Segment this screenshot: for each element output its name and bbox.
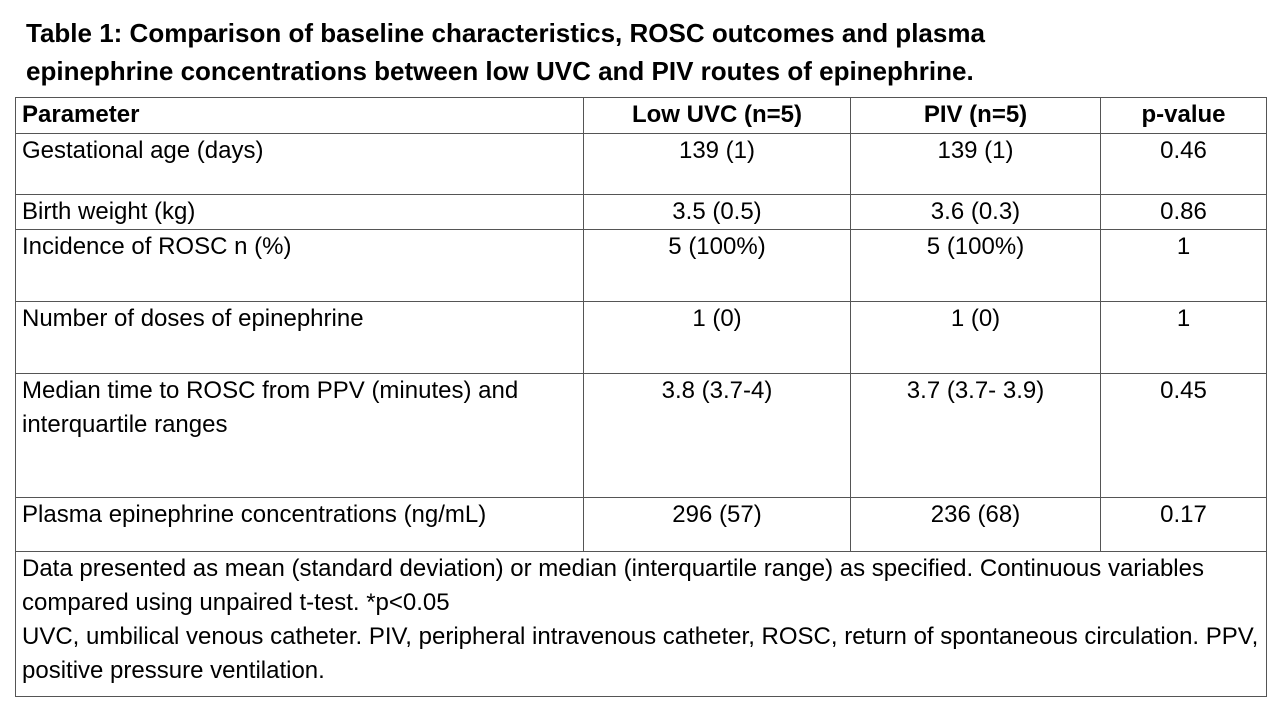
cell-p-value: 1 bbox=[1100, 301, 1267, 374]
table-title-line-2: epinephrine concentrations between low U… bbox=[26, 56, 974, 86]
table-row: Number of doses of epinephrine 1 (0) 1 (… bbox=[15, 301, 1267, 374]
cell-parameter: Birth weight (kg) bbox=[15, 194, 584, 230]
cell-piv: 5 (100%) bbox=[850, 229, 1101, 302]
header-parameter: Parameter bbox=[15, 97, 584, 134]
cell-parameter: Gestational age (days) bbox=[15, 133, 584, 195]
comparison-table: Parameter Low UVC (n=5) PIV (n=5) p-valu… bbox=[15, 97, 1267, 697]
cell-low-uvc: 296 (57) bbox=[583, 497, 851, 552]
cell-piv: 3.6 (0.3) bbox=[850, 194, 1101, 230]
cell-parameter: Median time to ROSC from PPV (minutes) a… bbox=[15, 373, 584, 498]
table-footnote-row: Data presented as mean (standard deviati… bbox=[15, 551, 1267, 697]
cell-parameter: Incidence of ROSC n (%) bbox=[15, 229, 584, 302]
cell-low-uvc: 3.8 (3.7-4) bbox=[583, 373, 851, 498]
table-footnote: Data presented as mean (standard deviati… bbox=[15, 551, 1267, 697]
footnote-statistics: Data presented as mean (standard deviati… bbox=[22, 555, 1204, 616]
cell-piv: 3.7 (3.7- 3.9) bbox=[850, 373, 1101, 498]
cell-p-value: 0.46 bbox=[1100, 133, 1267, 195]
cell-p-value: 0.45 bbox=[1100, 373, 1267, 498]
table-row: Median time to ROSC from PPV (minutes) a… bbox=[15, 373, 1267, 498]
cell-low-uvc: 1 (0) bbox=[583, 301, 851, 374]
header-low-uvc: Low UVC (n=5) bbox=[583, 97, 851, 134]
cell-p-value: 0.17 bbox=[1100, 497, 1267, 552]
table-title: Table 1: Comparison of baseline characte… bbox=[26, 14, 1246, 90]
cell-p-value: 0.86 bbox=[1100, 194, 1267, 230]
footnote-abbreviations: UVC, umbilical venous catheter. PIV, per… bbox=[22, 623, 1259, 684]
cell-parameter: Number of doses of epinephrine bbox=[15, 301, 584, 374]
cell-p-value: 1 bbox=[1100, 229, 1267, 302]
cell-low-uvc: 5 (100%) bbox=[583, 229, 851, 302]
cell-parameter: Plasma epinephrine concentrations (ng/mL… bbox=[15, 497, 584, 552]
table-row: Gestational age (days) 139 (1) 139 (1) 0… bbox=[15, 133, 1267, 195]
header-p-value: p-value bbox=[1100, 97, 1267, 134]
table-header-row: Parameter Low UVC (n=5) PIV (n=5) p-valu… bbox=[15, 97, 1267, 134]
cell-low-uvc: 139 (1) bbox=[583, 133, 851, 195]
cell-piv: 139 (1) bbox=[850, 133, 1101, 195]
table-row: Plasma epinephrine concentrations (ng/mL… bbox=[15, 497, 1267, 552]
header-piv: PIV (n=5) bbox=[850, 97, 1101, 134]
cell-piv: 1 (0) bbox=[850, 301, 1101, 374]
cell-piv: 236 (68) bbox=[850, 497, 1101, 552]
cell-low-uvc: 3.5 (0.5) bbox=[583, 194, 851, 230]
table-row: Incidence of ROSC n (%) 5 (100%) 5 (100%… bbox=[15, 229, 1267, 302]
table-row: Birth weight (kg) 3.5 (0.5) 3.6 (0.3) 0.… bbox=[15, 194, 1267, 230]
table-title-line-1: Table 1: Comparison of baseline characte… bbox=[26, 18, 985, 48]
